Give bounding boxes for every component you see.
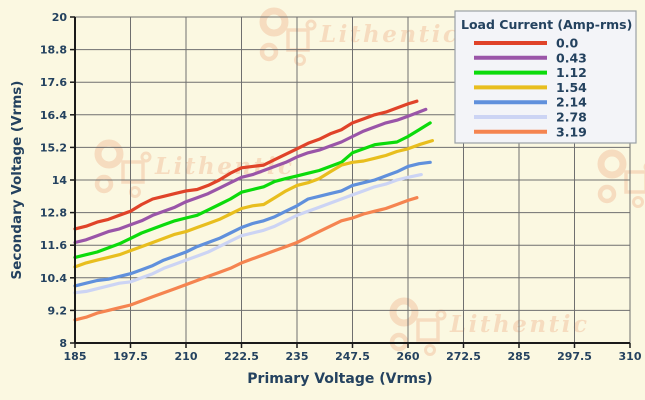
watermark-logo-ring — [259, 7, 289, 37]
x-tick-label: 310 — [619, 350, 642, 363]
series-line-2.14 — [73, 160, 432, 288]
watermark: Lithentic — [259, 7, 459, 66]
legend-layer: 0.00.431.121.542.142.783.19 — [454, 10, 637, 144]
y-tick-label: 18.8 — [40, 44, 67, 57]
watermark-logo-square — [121, 160, 145, 184]
watermark-logo-ring — [294, 54, 306, 66]
legend-label-0.0: 0.0 — [556, 36, 578, 51]
watermark-logo-ring — [140, 151, 152, 163]
y-tick-label: 8 — [59, 337, 67, 350]
watermark-logo-ring — [305, 19, 317, 31]
watermark-logo-square — [286, 28, 310, 52]
legend-text-layer: Load Current (Amp-rms) — [461, 17, 632, 32]
series-layer — [73, 99, 434, 322]
y-tick-label: 10.4 — [40, 272, 67, 285]
watermark-logo-ring — [94, 139, 124, 169]
watermark-logo-square — [416, 318, 440, 342]
legend-title: Load Current (Amp-rms) — [461, 17, 632, 32]
legend-label-1.54: 1.54 — [556, 80, 587, 95]
watermark-logo-ring — [597, 149, 627, 179]
series-line-2.78 — [73, 173, 423, 295]
watermark-logo-ring — [424, 344, 436, 356]
legend-label-3.19: 3.19 — [556, 124, 587, 139]
x-tick-label: 285 — [508, 350, 531, 363]
series-line-3.19 — [73, 196, 419, 322]
axes-layer: 185 197.5 210 222.5 235 247.5 260 272.5 285 297.5… — [40, 11, 642, 363]
x-tick-label: 235 — [286, 350, 309, 363]
watermark-logo-ring — [259, 42, 279, 62]
series-line-0.43 — [73, 107, 428, 245]
y-tick-label: 15.2 — [40, 141, 67, 154]
y-tick-label: 12.8 — [40, 207, 67, 220]
x-tick-label: 272.5 — [446, 350, 481, 363]
watermark-logo-ring — [632, 196, 644, 208]
watermark: Lithentic — [597, 149, 645, 208]
y-tick-label: 11.6 — [40, 239, 67, 252]
watermark-text: Lithentic — [154, 153, 294, 180]
y-axis-title: Secondary Voltage (Vrms) — [9, 81, 25, 280]
watermark-logo-ring — [129, 186, 141, 198]
y-tick-label: 14 — [52, 174, 68, 187]
series-line-1.54 — [73, 139, 434, 269]
legend-box — [454, 10, 637, 144]
y-tick-label: 9.2 — [48, 304, 68, 317]
watermark-text: Lithentic — [319, 21, 459, 48]
watermark-logo-square — [624, 170, 645, 194]
y-tick-label: 16.4 — [40, 109, 67, 122]
series-line-0.0 — [73, 99, 419, 231]
watermark-text: Lithentic — [449, 311, 589, 338]
watermark-logo-ring — [597, 184, 617, 204]
watermark-logo-ring — [94, 174, 114, 194]
watermark: Lithentic — [389, 297, 589, 356]
x-tick-label: 260 — [397, 350, 420, 363]
x-tick-label: 297.5 — [557, 350, 592, 363]
x-axis-title: Primary Voltage (Vrms) — [247, 371, 432, 387]
x-tick-label: 197.5 — [113, 350, 148, 363]
legend-label-0.43: 0.43 — [556, 50, 587, 65]
x-tick-label: 185 — [64, 350, 87, 363]
series-line-1.12 — [73, 121, 432, 259]
legend-label-2.14: 2.14 — [556, 95, 587, 110]
x-tick-label: 210 — [175, 350, 198, 363]
legend-label-2.78: 2.78 — [556, 110, 587, 125]
watermark-layer: Lithentic Lithentic Lithentic Lithentic — [94, 7, 645, 356]
watermark: Lithentic — [94, 139, 294, 198]
watermark-logo-ring — [435, 309, 447, 321]
x-tick-label: 247.5 — [335, 350, 370, 363]
y-tick-label: 20 — [52, 11, 68, 24]
legend-label-1.12: 1.12 — [556, 65, 587, 80]
watermark-logo-ring — [389, 297, 419, 327]
x-tick-label: 222.5 — [224, 350, 259, 363]
y-tick-label: 17.6 — [40, 76, 67, 89]
